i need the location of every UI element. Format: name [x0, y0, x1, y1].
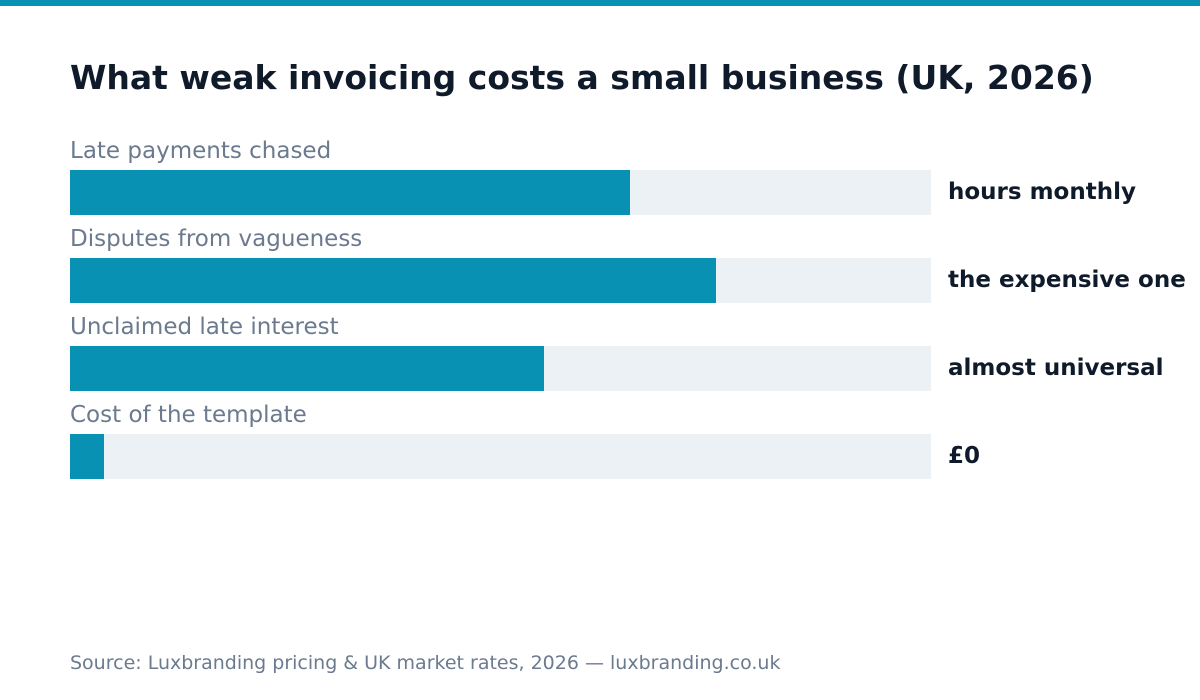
source-note: Source: Luxbranding pricing & UK market … — [70, 652, 781, 674]
bar-track — [70, 434, 931, 479]
top-accent-bar — [0, 0, 1200, 6]
bar-value-label: the expensive one — [948, 267, 1186, 293]
bar-row: Disputes from vagueness the expensive on… — [70, 224, 1190, 304]
bar-fill — [70, 258, 716, 303]
bar-value-label: almost universal — [948, 355, 1164, 381]
bar-row: Late payments chased hours monthly — [70, 136, 1190, 216]
bar-fill — [70, 170, 630, 215]
bar-fill — [70, 346, 544, 391]
bar-category-label: Cost of the template — [70, 402, 307, 428]
bar-fill — [70, 434, 105, 479]
bar-track — [70, 346, 931, 391]
bar-category-label: Late payments chased — [70, 138, 332, 164]
bar-category-label: Unclaimed late interest — [70, 314, 339, 340]
bar-track — [70, 258, 931, 303]
bar-category-label: Disputes from vagueness — [70, 226, 363, 252]
bar-value-label: hours monthly — [948, 179, 1136, 205]
chart-title: What weak invoicing costs a small busine… — [70, 58, 1094, 97]
bar-row: Cost of the template £0 — [70, 400, 1190, 480]
bar-value-label: £0 — [948, 443, 981, 469]
bar-track — [70, 170, 931, 215]
bar-row: Unclaimed late interest almost universal — [70, 312, 1190, 392]
